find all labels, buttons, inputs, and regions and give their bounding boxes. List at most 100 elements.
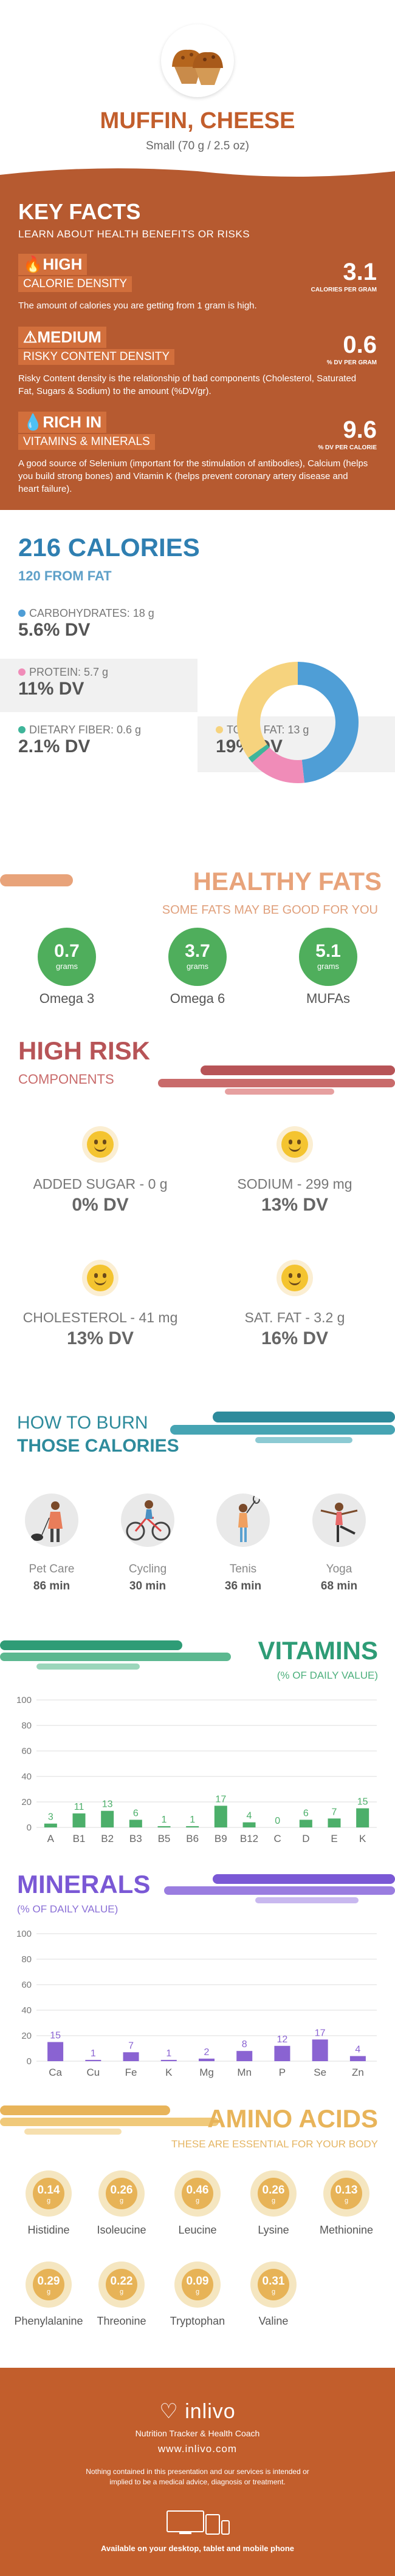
- fact-unit: CALORIES PER GRAM: [311, 287, 377, 293]
- vitamins-section: VITAMINS (% OF DAILY VALUE) 0 20 40 60 80 100…: [0, 1633, 395, 1867]
- bar-e: [328, 1818, 341, 1827]
- x-tick-label: P: [279, 2067, 286, 2078]
- cycling-icon: [121, 1494, 174, 1547]
- bar-value-label: 1: [190, 1815, 195, 1825]
- fact-label: CALORIE DENSITY: [18, 276, 132, 292]
- activity-yoga: Yoga 68 min: [297, 1494, 382, 1593]
- calories-section: 216 CALORIES 120 FROM FAT CARBOHYDRATES:…: [0, 510, 395, 856]
- amino-acids-section: AMINO ACIDS THESE ARE ESSENTIAL FOR YOUR…: [0, 2101, 395, 2368]
- amino-phenylalanine: 0.29 g Phenylalanine: [12, 2262, 85, 2328]
- activity-tenis: Tenis 36 min: [201, 1494, 286, 1593]
- bar-k: [160, 2059, 177, 2061]
- amino-threonine: 0.22 g Threonine: [85, 2262, 158, 2328]
- burn-calories-section: HOW TO BURN THOSE CALORIES Pet Care 86 m…: [0, 1405, 395, 1633]
- header: MUFFIN, CHEESE Small (70 g / 2.5 oz): [0, 0, 395, 164]
- footer-url[interactable]: www.inlivo.com: [157, 2443, 238, 2455]
- bar-fe: [123, 2052, 139, 2061]
- fact-level: 💧RICH IN: [18, 412, 107, 433]
- key-facts-section: KEY FACTS LEARN ABOUT HEALTH BENEFITS OR…: [0, 164, 395, 510]
- fact-level: ⚠MEDIUM: [18, 327, 106, 348]
- bar-value-label: 11: [74, 1802, 84, 1812]
- x-tick-label: K: [359, 1833, 366, 1844]
- serving-size: Small (70 g / 2.5 oz): [145, 140, 250, 152]
- footer-tagline: Nutrition Tracker & Health Coach: [135, 2428, 260, 2438]
- x-tick-label: Cu: [86, 2067, 100, 2078]
- bar-value-label: 17: [315, 2028, 326, 2038]
- bar-se: [312, 2039, 328, 2061]
- fact-label: VITAMINS & MINERALS: [18, 434, 155, 450]
- legend-dot: [18, 726, 26, 733]
- risk-cholesterol: CHOLESTEROL - 41 mg 13% DV: [12, 1260, 188, 1349]
- smiley-icon: [276, 1126, 313, 1163]
- bar-value-label: 7: [128, 2041, 134, 2051]
- amino-value-circle: 0.46 g: [174, 2170, 221, 2217]
- warning-icon: ⚠: [23, 328, 38, 346]
- bar-value-label: 4: [247, 1811, 252, 1821]
- decorative-stripe: [0, 874, 73, 886]
- x-tick-label: A: [47, 1833, 55, 1844]
- y-tick-label: 100: [16, 1695, 32, 1705]
- vitamins-bar-chart: 0 20 40 60 80 100 3 A 11 B1 13 B2 6 B3 1 B5 1 B6 17 B9 4 B12 0…: [16, 1695, 377, 1844]
- smiley-icon: [82, 1126, 118, 1163]
- bar-k: [356, 1808, 369, 1827]
- pet-care-icon: [25, 1494, 78, 1547]
- bar-value-label: 8: [242, 2039, 247, 2050]
- y-tick-label: 0: [27, 2056, 32, 2067]
- x-tick-label: B3: [129, 1833, 142, 1844]
- bar-mn: [236, 2051, 253, 2061]
- bar-value-label: 1: [166, 2048, 171, 2059]
- footer-disclaimer: Nothing contained in this presentation a…: [86, 2467, 309, 2486]
- minerals-bar-chart: 0 20 40 60 80 100 15 Ca 1 Cu 7 Fe 1 K 2 Mg 8 Mn 12 P 17 Se 4 Zn: [16, 1929, 377, 2078]
- healthy-fats-subtitle: SOME FATS MAY BE GOOD FOR YOU: [162, 903, 378, 917]
- calories-title: 216 CALORIES: [18, 533, 200, 562]
- macros-donut-chart: [237, 662, 359, 783]
- healthy-fats-section: HEALTHY FATS SOME FATS MAY BE GOOD FOR Y…: [0, 856, 395, 1023]
- amino-methionine: 0.13 g Methionine: [310, 2170, 383, 2237]
- decorative-stripes: [158, 1065, 395, 1095]
- fact-unit: % DV PER CALORIE: [318, 444, 377, 451]
- x-tick-label: B5: [158, 1833, 171, 1844]
- fact-value: 0.6: [343, 331, 377, 358]
- key-facts-subheading: LEARN ABOUT HEALTH BENEFITS OR RISKS: [18, 228, 250, 240]
- decorative-stripes: [0, 1640, 231, 1670]
- bar-value-label: 3: [48, 1812, 53, 1823]
- x-tick-label: K: [165, 2067, 173, 2078]
- bar-value-label: 1: [162, 1815, 167, 1825]
- y-tick-label: 0: [27, 1823, 32, 1833]
- nutrient-protein: PROTEIN: 5.7 g 11% DV: [0, 659, 197, 712]
- bar-value-label: 4: [355, 2045, 360, 2055]
- muffin-image: [161, 24, 234, 97]
- activity-pet-care: Pet Care 86 min: [9, 1494, 94, 1593]
- bar-value-label: 6: [303, 1808, 309, 1818]
- x-tick-label: Ca: [49, 2067, 62, 2078]
- legend-dot: [18, 668, 26, 676]
- fact-level: 🔥HIGH: [18, 254, 88, 275]
- minerals-title: MINERALS: [17, 1870, 151, 1898]
- fat-omega3: 0.7 grams Omega 3: [30, 928, 103, 1007]
- decorative-stripes: [170, 1412, 395, 1443]
- bar-value-label: 15: [50, 2031, 61, 2041]
- donut-slice-protein: [252, 747, 304, 783]
- activity-cycling: Cycling 30 min: [105, 1494, 190, 1593]
- decorative-stripes: [0, 2105, 219, 2135]
- x-tick-label: B2: [101, 1833, 114, 1844]
- bar-value-label: 12: [277, 2034, 288, 2045]
- amino-value-circle: 0.09 g: [174, 2262, 221, 2308]
- vitamins-title: VITAMINS: [258, 1636, 378, 1665]
- fact-description: Risky Content density is the relationshi…: [18, 373, 357, 396]
- amino-valine: 0.31 g Valine: [237, 2262, 310, 2328]
- calories-from-fat: 120 FROM FAT: [18, 568, 112, 583]
- amino-histidine: 0.14 g Histidine: [12, 2170, 85, 2237]
- bar-value-label: 1: [91, 2048, 96, 2059]
- nutrient-carbohydrates: CARBOHYDRATES: 18 g 5.6% DV: [18, 607, 154, 640]
- x-tick-label: E: [331, 1833, 337, 1844]
- decorative-stripes: [164, 1874, 395, 1903]
- amino-acids-subtitle: THESE ARE ESSENTIAL FOR YOUR BODY: [171, 2138, 378, 2150]
- y-tick-label: 20: [21, 1797, 32, 1807]
- bar-value-label: 2: [204, 2047, 210, 2058]
- high-risk-title: HIGH RISK: [18, 1036, 151, 1065]
- bar-b12: [242, 1822, 256, 1827]
- bar-zn: [349, 2056, 366, 2061]
- x-tick-label: B6: [186, 1833, 199, 1844]
- high-risk-section: HIGH RISK COMPONENTS ADDED SUGAR - 0 g 0…: [0, 1023, 395, 1405]
